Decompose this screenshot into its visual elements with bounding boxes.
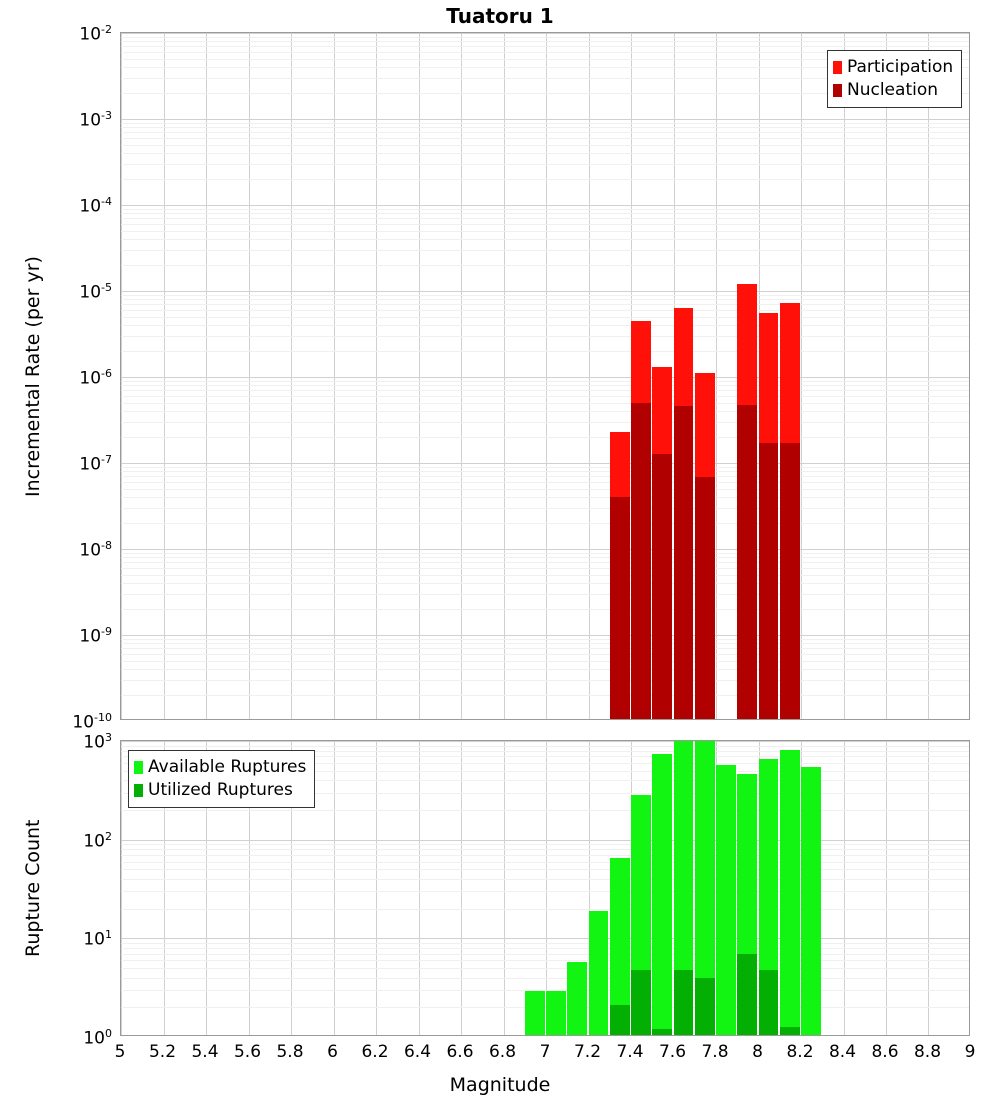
bar-overlay — [631, 969, 651, 1035]
legend-label: Nucleation — [847, 80, 939, 100]
y-tick-label: 10-4 — [79, 195, 112, 217]
y-tick-label: 102 — [83, 829, 112, 852]
bar — [546, 990, 566, 1035]
y-tick-label: 10-5 — [79, 281, 112, 303]
bar-overlay — [779, 443, 800, 719]
bar-overlay — [609, 497, 630, 719]
y-tick-label: 10-6 — [79, 367, 112, 389]
bar-overlay — [694, 477, 715, 719]
legend-swatch — [833, 84, 842, 97]
bar-overlay — [652, 1029, 672, 1035]
x-tick-label: 8.4 — [828, 1042, 857, 1062]
legend-row: Utilized Ruptures — [134, 779, 306, 802]
bar — [694, 741, 715, 1035]
y-tick-label: 10-10 — [72, 711, 112, 733]
bar-overlay — [737, 954, 757, 1035]
bar — [524, 990, 545, 1035]
x-tick-label: 6.4 — [403, 1042, 432, 1062]
bar-overlay — [737, 404, 757, 719]
incremental-rate-plot — [120, 32, 970, 720]
bar — [567, 961, 587, 1035]
bar-overlay — [673, 969, 694, 1035]
x-tick-label: 5.2 — [148, 1042, 177, 1062]
bar — [652, 754, 672, 1035]
bar — [758, 759, 779, 1035]
bar-overlay — [758, 969, 779, 1035]
x-tick-label: 5 — [114, 1042, 126, 1062]
x-tick-label: 9 — [964, 1042, 976, 1062]
top-panel-legend: Participation Nucleation — [827, 50, 963, 108]
y-tick-label: 10-3 — [79, 109, 112, 131]
y-tick-label: 10-8 — [79, 539, 112, 561]
y-tick-label: 100 — [83, 1027, 112, 1049]
x-tick-label: 6.2 — [361, 1042, 389, 1062]
bar — [801, 767, 821, 1035]
bar — [588, 911, 609, 1035]
legend-swatch — [833, 61, 842, 74]
bar-overlay — [631, 403, 651, 719]
x-tick-label: 5.8 — [276, 1042, 304, 1062]
x-tick-label: 8 — [752, 1042, 763, 1062]
x-tick-label: 7.6 — [658, 1042, 687, 1062]
bar-overlay — [758, 443, 779, 719]
bar — [779, 749, 800, 1035]
legend-swatch — [134, 761, 143, 774]
x-tick-label: 8.8 — [913, 1042, 942, 1062]
legend-row: Nucleation — [833, 79, 953, 102]
bar-overlay — [673, 405, 694, 719]
x-tick-label: 7 — [539, 1042, 551, 1062]
x-tick-label: 8.6 — [871, 1042, 899, 1062]
y-tick-label: 103 — [83, 731, 112, 753]
bar-overlay — [609, 1005, 630, 1035]
legend-row: Available Ruptures — [134, 756, 306, 779]
x-tick-label: 6 — [327, 1042, 338, 1062]
bar — [673, 741, 694, 1035]
y-tick-label: 10-2 — [79, 23, 112, 45]
x-tick-label: 6.6 — [446, 1042, 474, 1062]
bar-overlay — [779, 1027, 800, 1035]
x-tick-label: 7.4 — [616, 1042, 644, 1062]
x-tick-label: 7.8 — [701, 1042, 729, 1062]
x-tick-label: 5.6 — [233, 1042, 262, 1062]
y-tick-label: 10-9 — [79, 625, 112, 647]
bottom-panel-bars — [121, 741, 969, 1035]
legend-label: Utilized Ruptures — [148, 780, 293, 800]
bar — [609, 858, 630, 1035]
bottom-panel-legend: Available Ruptures Utilized Ruptures — [128, 750, 316, 808]
x-tick-label: 6.8 — [488, 1042, 517, 1062]
x-tick-label: 7.2 — [573, 1042, 602, 1062]
legend-row: Participation — [833, 56, 953, 79]
page-title: Tuatoru 1 — [446, 4, 554, 28]
bar — [716, 765, 736, 1035]
legend-label: Participation — [847, 57, 954, 77]
bar-overlay — [694, 977, 715, 1035]
legend-swatch — [134, 784, 143, 797]
legend-label: Available Ruptures — [148, 757, 307, 777]
x-tick-label: 8.2 — [786, 1042, 814, 1062]
top-panel-bars — [121, 33, 969, 719]
y-tick-label: 10-7 — [79, 453, 112, 475]
y-tick-label: 101 — [83, 928, 112, 950]
bar-overlay — [652, 454, 672, 719]
x-tick-label: 5.4 — [191, 1042, 219, 1062]
x-axis-label: Magnitude — [449, 1074, 551, 1096]
